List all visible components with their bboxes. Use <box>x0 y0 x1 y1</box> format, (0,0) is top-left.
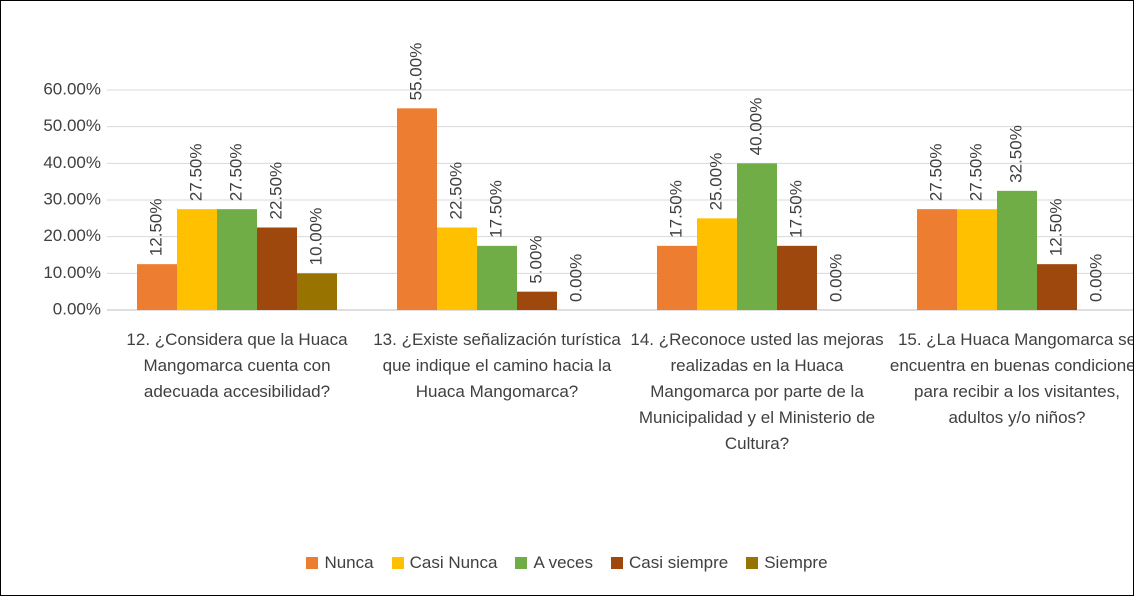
y-tick-label: 0.00% <box>53 299 101 318</box>
legend-item: Casi Nunca <box>391 553 498 573</box>
data-label: 0.00% <box>566 254 585 302</box>
data-label: 27.50% <box>926 143 945 201</box>
bar <box>257 227 297 310</box>
bar <box>917 209 957 310</box>
data-label: 32.50% <box>1006 125 1025 183</box>
x-tick-label: 14. ¿Reconoce usted las mejoras realizad… <box>630 330 884 453</box>
data-label: 22.50% <box>446 162 465 220</box>
legend-swatch <box>515 557 528 569</box>
bar <box>697 218 737 310</box>
y-tick-label: 20.00% <box>43 226 101 245</box>
legend-swatch <box>306 557 319 569</box>
data-label: 17.50% <box>666 180 685 238</box>
legend-label: Casi siempre <box>629 553 729 572</box>
bar <box>657 245 697 310</box>
bar <box>437 227 477 310</box>
legend-label: Nunca <box>324 553 374 572</box>
data-label: 27.50% <box>966 143 985 201</box>
legend: Nunca Casi Nunca A veces Casi siempre Siempr… <box>1 553 1133 573</box>
bar <box>297 273 337 310</box>
bar <box>957 209 997 310</box>
y-tick-label: 60.00% <box>43 79 101 98</box>
data-label: 17.50% <box>486 180 505 238</box>
legend-item: A veces <box>515 553 593 573</box>
bar <box>217 209 257 310</box>
legend-swatch <box>391 557 404 569</box>
legend-item: Casi siempre <box>611 553 728 573</box>
data-label: 5.00% <box>526 235 545 283</box>
bar <box>517 291 557 310</box>
legend-swatch <box>746 557 759 569</box>
bar <box>737 163 777 310</box>
bar <box>397 108 437 310</box>
bar <box>777 245 817 310</box>
legend-item: Siempre <box>746 553 828 573</box>
y-tick-label: 50.00% <box>43 116 101 135</box>
x-tick-label: 15. ¿La Huaca Mangomarca se encuentra en… <box>889 330 1134 427</box>
data-label: 27.50% <box>186 143 205 201</box>
bar <box>477 245 517 310</box>
data-label: 55.00% <box>406 43 425 101</box>
data-label: 22.50% <box>266 162 285 220</box>
legend-label: A veces <box>533 553 594 572</box>
data-label: 10.00% <box>306 208 325 266</box>
data-label: 0.00% <box>826 254 845 302</box>
legend-label: Casi Nunca <box>409 553 498 572</box>
y-tick-label: 10.00% <box>43 263 101 282</box>
bar <box>137 264 177 310</box>
data-label: 12.50% <box>146 198 165 256</box>
data-label: 12.50% <box>1046 198 1065 256</box>
bar <box>177 209 217 310</box>
legend-item: Nunca <box>306 553 374 573</box>
x-tick-label: 12. ¿Considera que la Huaca Mangomarca c… <box>126 330 348 401</box>
bar <box>1037 264 1077 310</box>
bar <box>997 190 1037 310</box>
data-label: 40.00% <box>746 98 765 156</box>
x-tick-label: 13. ¿Existe señalización turística que i… <box>373 330 621 401</box>
data-label: 25.00% <box>706 153 725 211</box>
data-label: 27.50% <box>226 143 245 201</box>
data-label: 0.00% <box>1086 254 1105 302</box>
y-tick-label: 30.00% <box>43 189 101 208</box>
legend-swatch <box>611 557 624 569</box>
legend-label: Siempre <box>764 553 828 572</box>
y-tick-label: 40.00% <box>43 153 101 172</box>
data-label: 17.50% <box>786 180 805 238</box>
